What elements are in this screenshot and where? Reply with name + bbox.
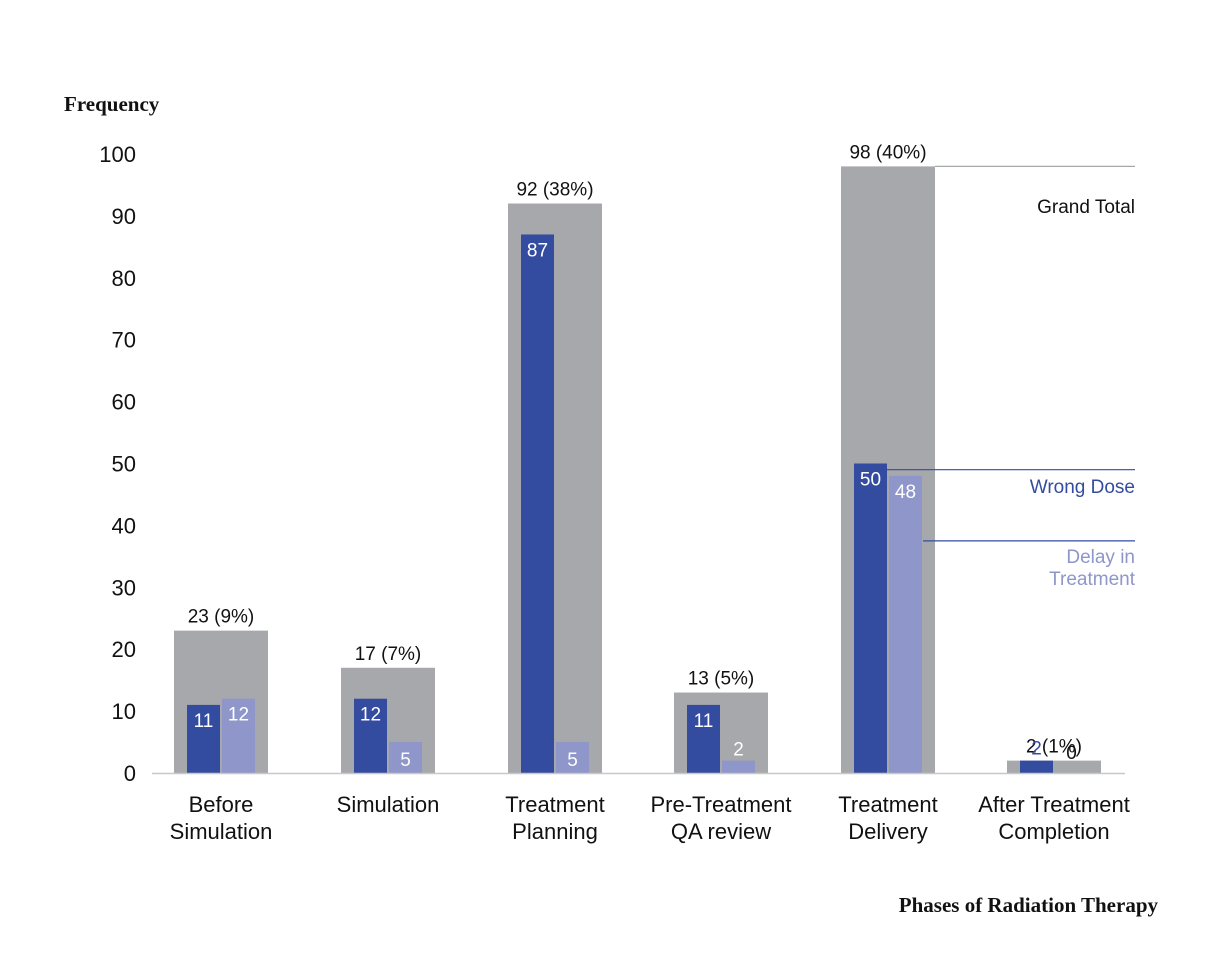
delay-value-label: 12 (228, 705, 249, 726)
value-labels: 23 (9%) 11 12 17 (7%) 12 5 92 (38%) 87 5 13 (5%) 1… (188, 142, 1082, 771)
wrong-dose-value-label: 11 (194, 711, 214, 732)
wrong-dose-value-label: 11 (694, 711, 714, 732)
wrong-dose-value-label: 2 (1031, 739, 1042, 760)
legend: Grand Total Wrong Dose Delay in Treatment (887, 165, 1136, 590)
y-tick-label: 80 (112, 266, 136, 291)
bar-wrong-dose (521, 234, 554, 774)
total-value-label: 2 (1%) (1026, 737, 1082, 758)
total-value-label: 17 (7%) (355, 644, 422, 665)
y-tick-label: 40 (112, 513, 136, 538)
bar-wrong-dose (354, 698, 387, 773)
wrong-dose-value-label: 12 (360, 705, 381, 726)
bar-delay-in-treatment (222, 698, 255, 773)
bars (174, 166, 1101, 774)
x-category-label: Pre-Treatment QA review (650, 792, 791, 844)
legend-label: Grand Total (1037, 197, 1135, 218)
y-tick-label: 30 (112, 575, 136, 600)
wrong-dose-value-label: 50 (860, 470, 881, 491)
y-tick-label: 60 (112, 390, 136, 415)
legend-label: Delay in Treatment (1049, 547, 1136, 590)
bar-delay-in-treatment (889, 475, 922, 773)
x-category-label: Treatment Planning (505, 792, 604, 844)
x-category-label: Simulation (337, 792, 440, 817)
delay-value-label: 2 (733, 740, 744, 761)
y-tick-label: 50 (112, 452, 136, 477)
bar-wrong-dose (687, 704, 720, 773)
total-value-label: 13 (5%) (688, 669, 755, 690)
x-category-label: Treatment Delivery (838, 792, 937, 844)
wrong-dose-value-label: 87 (527, 240, 548, 261)
delay-value-label: 5 (567, 750, 578, 771)
delay-value-label: 0 (1066, 743, 1077, 764)
bar-delay-in-treatment (389, 742, 422, 773)
bar-wrong-dose (854, 463, 887, 773)
bar-wrong-dose (1020, 760, 1053, 773)
total-value-label: 23 (9%) (188, 607, 255, 628)
x-category-label: After Treatment Completion (978, 792, 1130, 844)
bar-delay-in-treatment (556, 742, 589, 773)
delay-value-label: 5 (400, 750, 411, 771)
y-tick-label: 20 (112, 637, 136, 662)
x-axis-title: Phases of Radiation Therapy (899, 893, 1159, 917)
y-axis-title: Frequency (64, 92, 160, 116)
bar-delay-in-treatment (722, 760, 755, 773)
y-tick-label: 0 (124, 761, 136, 786)
y-tick-label: 100 (99, 142, 136, 167)
x-category-label: Before Simulation (170, 792, 273, 844)
y-axis-ticks: 0 10 20 30 40 50 60 70 80 90 100 (99, 142, 136, 786)
total-value-label: 98 (40%) (849, 142, 926, 163)
y-tick-label: 10 (112, 699, 136, 724)
total-value-label: 92 (38%) (516, 180, 593, 201)
bar-wrong-dose (187, 704, 220, 773)
delay-value-label: 48 (895, 482, 916, 503)
x-axis-category-labels: Before Simulation Simulation Treatment Plann… (170, 792, 1130, 844)
y-tick-label: 90 (112, 204, 136, 229)
y-tick-label: 70 (112, 328, 136, 353)
legend-label: Wrong Dose (1030, 477, 1135, 498)
